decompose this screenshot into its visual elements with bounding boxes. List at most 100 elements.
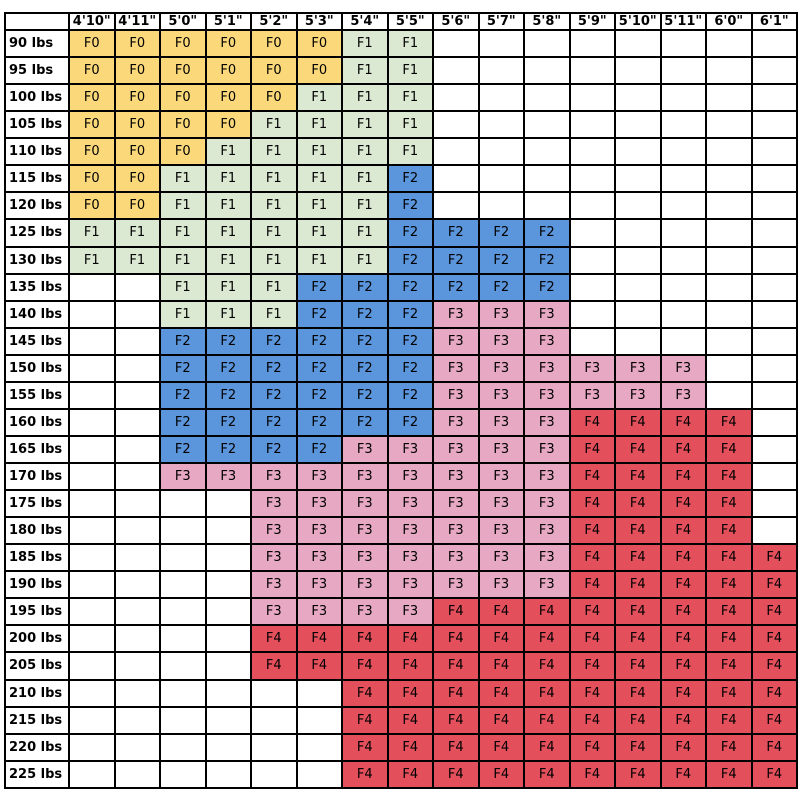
empty-cell	[568, 28, 616, 59]
empty-cell	[659, 326, 707, 356]
weight-label: 190 lbs	[4, 570, 70, 600]
size-cell: F4	[659, 732, 707, 762]
size-cell: F3	[477, 353, 525, 383]
size-cell: F4	[386, 651, 434, 681]
table-row: 195 lbs F3 F3 F3 F3 F4 F4 F4 F4 F4 F4 F4 F4	[4, 597, 798, 627]
empty-cell	[68, 489, 116, 519]
size-cell: F3	[432, 326, 480, 356]
size-cell: F3	[568, 353, 616, 383]
size-cell: F1	[341, 83, 389, 113]
empty-cell	[113, 434, 161, 465]
size-cell: F4	[659, 759, 707, 790]
table-row: 220 lbs F4 F4 F4 F4 F4 F4 F4 F4 F4 F4	[4, 732, 798, 762]
empty-cell	[614, 326, 662, 356]
size-cell: F2	[386, 164, 434, 194]
empty-cell	[113, 759, 161, 790]
empty-cell	[659, 299, 707, 329]
weight-label: 110 lbs	[4, 137, 70, 167]
size-cell: F0	[113, 83, 161, 113]
table-row: 95 lbs F0 F0 F0 F0 F0 F0 F1 F1	[4, 56, 798, 86]
size-cell: F2	[250, 380, 298, 410]
size-cell: F1	[204, 218, 252, 248]
table-row: 110 lbs F0 F0 F0 F1 F1 F1 F1 F1	[4, 137, 798, 167]
size-cell: F4	[432, 759, 480, 790]
weight-label: 130 lbs	[4, 245, 70, 275]
size-cell: F1	[204, 299, 252, 329]
empty-cell	[477, 137, 525, 167]
empty-cell	[113, 570, 161, 600]
size-cell: F4	[614, 516, 662, 546]
size-cell: F1	[68, 218, 116, 248]
size-cell: F4	[614, 489, 662, 519]
size-cell: F3	[295, 461, 343, 492]
empty-cell	[750, 28, 798, 59]
empty-cell	[750, 110, 798, 140]
empty-cell	[159, 570, 207, 600]
size-cell: F2	[386, 407, 434, 437]
size-cell: F1	[295, 218, 343, 248]
empty-cell	[614, 56, 662, 86]
size-cell: F4	[750, 732, 798, 762]
empty-cell	[113, 326, 161, 356]
weight-label: 125 lbs	[4, 218, 70, 248]
size-cell: F4	[477, 705, 525, 735]
size-cell: F0	[295, 28, 343, 59]
empty-cell	[295, 705, 343, 735]
weight-label: 215 lbs	[4, 705, 70, 735]
empty-cell	[113, 380, 161, 410]
size-cell: F4	[614, 732, 662, 762]
empty-cell	[432, 83, 480, 113]
size-cell: F3	[432, 461, 480, 492]
size-cell: F3	[386, 516, 434, 546]
size-cell: F4	[477, 651, 525, 681]
size-cell: F0	[204, 83, 252, 113]
empty-cell	[68, 570, 116, 600]
table-row: 145 lbs F2 F2 F2 F2 F2 F2 F3 F3 F3	[4, 326, 798, 356]
size-cell: F3	[477, 299, 525, 329]
empty-cell	[523, 137, 571, 167]
weight-label: 120 lbs	[4, 191, 70, 221]
empty-cell	[68, 434, 116, 465]
empty-cell	[705, 191, 753, 221]
size-cell: F4	[750, 651, 798, 681]
size-cell: F3	[432, 353, 480, 383]
empty-cell	[477, 110, 525, 140]
empty-cell	[432, 137, 480, 167]
empty-cell	[159, 759, 207, 790]
empty-cell	[250, 705, 298, 735]
height-header: 4'10"	[68, 12, 116, 31]
size-cell: F4	[705, 489, 753, 519]
weight-label: 105 lbs	[4, 110, 70, 140]
empty-cell	[159, 732, 207, 762]
size-cell: F4	[568, 732, 616, 762]
empty-cell	[750, 434, 798, 465]
empty-cell	[68, 651, 116, 681]
size-cell: F3	[477, 489, 525, 519]
size-cell: F2	[250, 407, 298, 437]
size-cell: F4	[568, 570, 616, 600]
size-cell: F3	[477, 407, 525, 437]
height-header: 5'1"	[204, 12, 252, 31]
size-cell: F4	[705, 624, 753, 654]
size-cell: F1	[295, 83, 343, 113]
weight-label: 95 lbs	[4, 56, 70, 86]
empty-cell	[159, 678, 207, 708]
empty-cell	[432, 28, 480, 59]
size-cell: F1	[386, 83, 434, 113]
size-cell: F4	[659, 597, 707, 627]
size-cell: F4	[614, 651, 662, 681]
size-cell: F0	[250, 83, 298, 113]
empty-cell	[159, 489, 207, 519]
size-cell: F2	[523, 218, 571, 248]
size-cell: F0	[68, 110, 116, 140]
empty-cell	[750, 272, 798, 302]
size-cell: F3	[477, 570, 525, 600]
empty-cell	[750, 218, 798, 248]
size-cell: F2	[295, 326, 343, 356]
size-cell: F2	[204, 434, 252, 465]
empty-cell	[250, 732, 298, 762]
size-cell: F2	[386, 245, 434, 275]
weight-label: 160 lbs	[4, 407, 70, 437]
size-cell: F3	[295, 570, 343, 600]
size-cell: F4	[477, 759, 525, 790]
